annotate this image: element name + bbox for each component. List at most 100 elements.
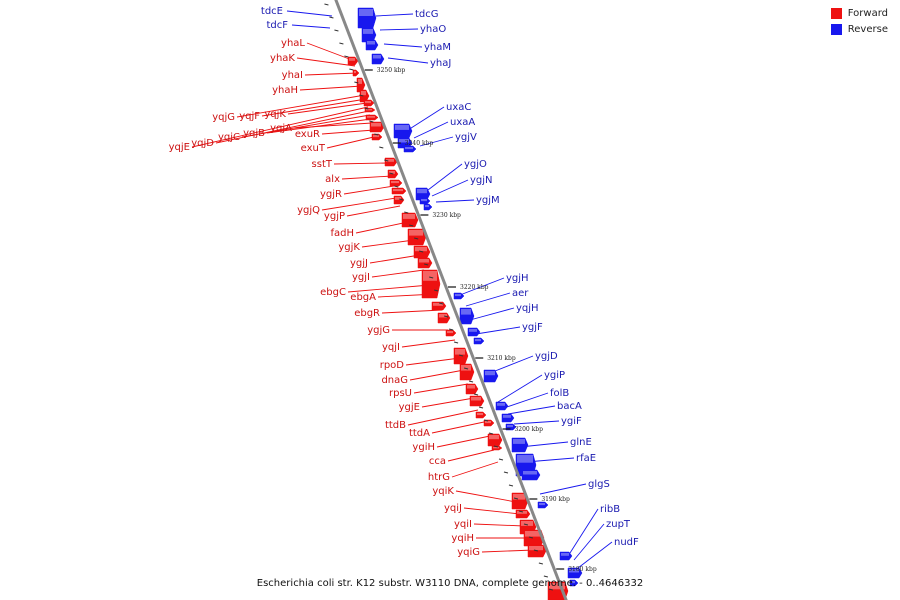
reverse-gene-label[interactable]: glnE <box>570 437 592 448</box>
reverse-leader-line <box>569 508 599 554</box>
forward-gene-label[interactable]: alx <box>325 174 340 185</box>
forward-gene-label[interactable]: rpsU <box>389 388 412 399</box>
forward-gene-label[interactable]: ttdB <box>385 420 406 431</box>
forward-gene-feature <box>515 509 531 519</box>
reverse-leader-line <box>413 121 449 139</box>
reverse-gene-label[interactable]: uxaC <box>446 102 471 113</box>
reverse-gene-label[interactable]: tdcF <box>266 20 288 31</box>
reverse-gene-label[interactable]: ygjO <box>464 159 487 170</box>
reverse-gene-label[interactable]: nudF <box>614 537 639 548</box>
forward-gene-label[interactable]: htrG <box>428 472 450 483</box>
reverse-gene-label[interactable]: ygiF <box>561 416 582 427</box>
forward-gene-feature-highlight <box>529 546 543 551</box>
forward-gene-label[interactable]: yqiJ <box>444 503 462 514</box>
reverse-gene-label[interactable]: tdcE <box>261 6 283 17</box>
forward-gene-label[interactable]: ttdA <box>409 428 430 439</box>
forward-gene-label[interactable]: yqiH <box>451 533 474 544</box>
reverse-gene-label[interactable]: yhaJ <box>430 58 451 69</box>
forward-gene-label[interactable]: rpoD <box>380 360 405 371</box>
reverse-gene-label[interactable]: ygjV <box>455 132 477 143</box>
reverse-gene-label[interactable]: bacA <box>557 401 582 412</box>
reverse-gene-label[interactable]: yhaM <box>424 42 451 53</box>
forward-gene-label[interactable]: yqjG <box>212 112 235 123</box>
reverse-gene-label[interactable]: zupT <box>606 519 631 530</box>
forward-gene-label[interactable]: yqjC <box>218 132 240 143</box>
reverse-leader-line <box>407 106 445 131</box>
forward-gene-label[interactable]: ygjK <box>338 242 360 253</box>
forward-gene-label[interactable]: ygjG <box>367 325 390 336</box>
forward-gene-feature-highlight <box>371 123 381 127</box>
reverse-gene-feature <box>483 369 499 383</box>
reverse-gene-label[interactable]: aer <box>512 288 529 299</box>
axis-dash <box>503 471 509 474</box>
forward-gene-feature-highlight <box>467 385 475 389</box>
axis-dash <box>344 55 349 58</box>
forward-gene-label[interactable]: ygjP <box>324 211 345 222</box>
forward-gene-label[interactable]: yhaL <box>281 38 305 49</box>
forward-gene-label[interactable]: ygjQ <box>297 205 320 216</box>
reverse-gene-label[interactable]: yhaO <box>420 24 446 35</box>
forward-gene-label[interactable]: ebgA <box>350 292 376 303</box>
forward-gene-feature-highlight <box>513 494 525 500</box>
forward-gene-label[interactable]: yhaI <box>282 70 303 81</box>
forward-gene-label[interactable]: yqiK <box>432 486 454 497</box>
forward-gene-label[interactable]: ygjR <box>320 189 342 200</box>
forward-gene-label[interactable]: ebgR <box>354 308 380 319</box>
forward-gene-label[interactable]: yqjD <box>191 138 214 149</box>
forward-gene-label[interactable]: ygjI <box>352 272 370 283</box>
reverse-gene-label[interactable]: folB <box>550 388 569 399</box>
reverse-gene-label[interactable]: tdcG <box>415 9 439 20</box>
reverse-gene-label[interactable]: ygjF <box>522 322 543 333</box>
axis-dash <box>354 81 359 84</box>
forward-gene-label[interactable]: yhaK <box>270 53 295 64</box>
forward-gene-label[interactable]: yqjB <box>243 128 265 139</box>
forward-gene-feature-highlight <box>489 435 499 440</box>
reverse-gene-label[interactable]: ribB <box>600 504 620 515</box>
reverse-gene-label[interactable]: uxaA <box>450 117 475 128</box>
forward-gene-feature <box>487 433 503 447</box>
reverse-gene-label[interactable]: ygjN <box>470 175 493 186</box>
forward-gene-feature-highlight <box>395 197 401 200</box>
reverse-gene-feature-highlight <box>513 439 525 444</box>
forward-gene-label[interactable]: dnaG <box>381 375 408 386</box>
forward-gene-label[interactable]: cca <box>429 456 446 467</box>
forward-gene-label[interactable]: ygjE <box>399 402 420 413</box>
forward-gene-label[interactable]: exuT <box>301 143 326 154</box>
forward-gene-label[interactable]: yqiG <box>457 547 480 558</box>
forward-gene-feature-highlight <box>423 271 437 281</box>
forward-gene-label[interactable]: yqjE <box>169 142 190 153</box>
reverse-gene-label[interactable]: glgS <box>588 479 610 490</box>
forward-gene-label[interactable]: yqjI <box>382 342 400 353</box>
forward-gene-label[interactable]: fadH <box>330 228 354 239</box>
forward-gene-feature <box>371 133 383 141</box>
legend-forward: Forward <box>830 8 888 19</box>
reverse-gene-feature-highlight <box>569 569 579 573</box>
forward-gene-label[interactable]: yqjA <box>270 123 292 134</box>
forward-gene-label[interactable]: yhaH <box>272 85 298 96</box>
forward-gene-label[interactable]: sstT <box>312 159 333 170</box>
reverse-gene-label[interactable]: rfaE <box>576 453 596 464</box>
forward-gene-label[interactable]: ygiH <box>412 442 435 453</box>
reverse-gene-label[interactable]: ygjD <box>535 351 558 362</box>
forward-gene-feature-highlight <box>366 109 372 111</box>
forward-gene-label[interactable]: ygjJ <box>350 258 368 269</box>
reverse-gene-label[interactable]: ygjH <box>506 273 529 284</box>
axis-dash <box>518 510 524 513</box>
forward-gene-label[interactable]: yqjF <box>239 111 260 122</box>
forward-gene-label[interactable]: yqjK <box>264 109 286 120</box>
forward-gene-label[interactable]: yqiI <box>454 519 472 530</box>
axis-dash <box>453 341 459 344</box>
forward-gene-feature-highlight <box>493 447 499 449</box>
forward-leader-line <box>299 85 363 91</box>
reverse-gene-label[interactable]: ygjM <box>476 195 500 206</box>
forward-swatch <box>830 8 842 19</box>
forward-gene-label[interactable]: ebgC <box>320 287 346 298</box>
forward-leader-line <box>473 523 525 527</box>
reverse-gene-label[interactable]: ygiP <box>544 370 565 381</box>
gene-features <box>347 7 583 600</box>
forward-gene-label[interactable]: exuR <box>295 129 320 140</box>
axis-dash <box>473 393 479 396</box>
reverse-gene-feature <box>453 292 465 300</box>
reverse-gene-label[interactable]: yqjH <box>516 303 539 314</box>
reverse-leader-line <box>539 483 587 495</box>
